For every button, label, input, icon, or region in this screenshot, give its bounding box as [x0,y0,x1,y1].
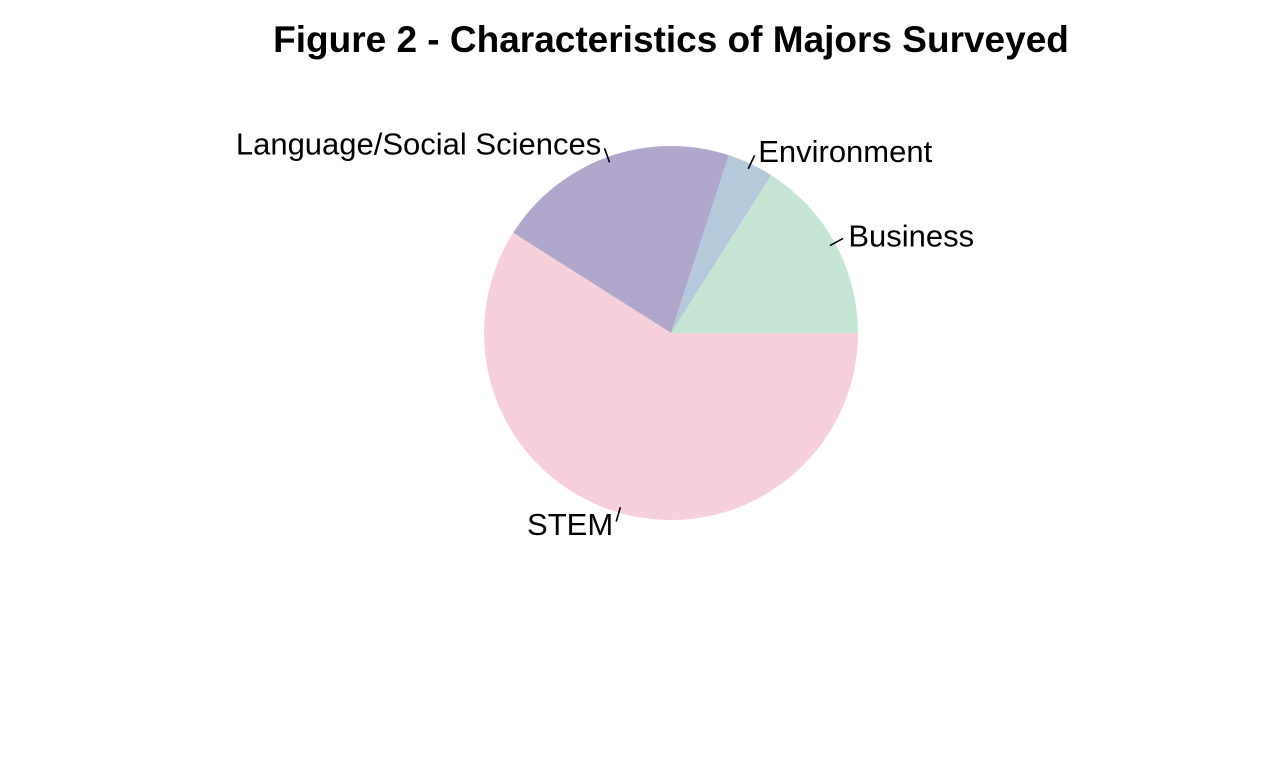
pie-slices [484,145,858,520]
chart-title: Figure 2 - Characteristics of Majors Sur… [273,19,1069,60]
slice-label-business: Business [848,219,974,254]
label-leader-stem [615,506,622,522]
pie-slice-language-social-sciences [513,145,729,333]
slice-label-language-social-sciences: Language/Social Sciences [236,127,601,162]
slice-label-stem: STEM [527,507,613,542]
label-leader-business [829,237,844,247]
pie-slice-business [671,175,858,333]
label-leader-environment [747,154,756,170]
label-leader-language-social-sciences [603,147,611,163]
pie-labels: Business Environment Language/Social Scien… [236,127,974,542]
pie-slice-stem [484,232,858,520]
pie-slice-environment [671,155,772,333]
slice-label-environment: Environment [758,134,932,169]
